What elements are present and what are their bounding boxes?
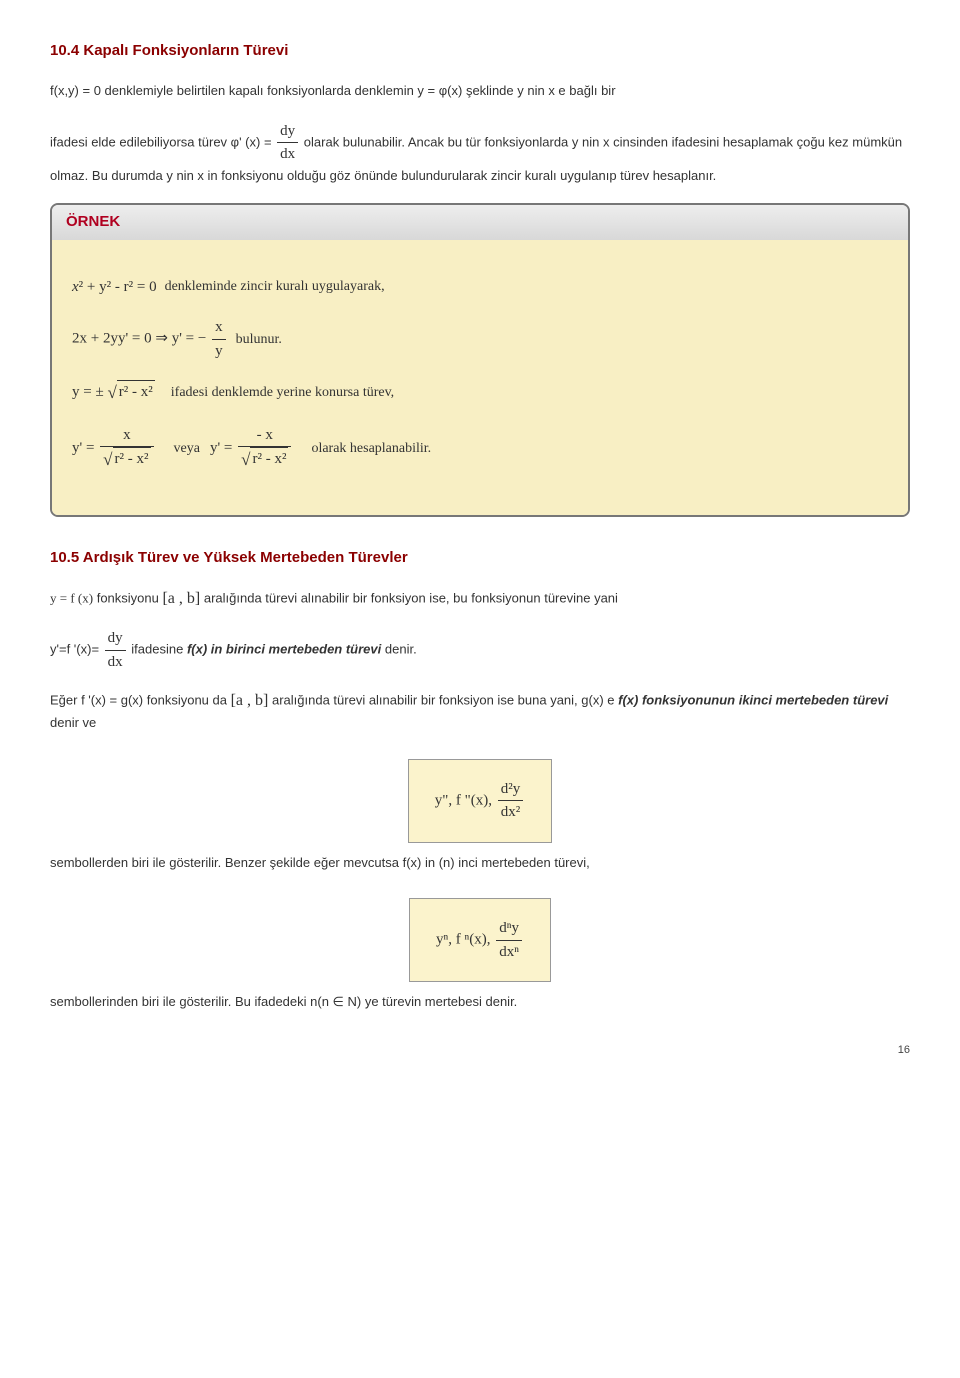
- frac-den: dxⁿ: [496, 941, 522, 964]
- frac-den: √r² - x²: [238, 447, 291, 473]
- dy-dx-frac: dy dx: [105, 627, 126, 673]
- example-box: ÖRNEK x² + y² - r² = 0 denkleminde zinci…: [50, 203, 910, 517]
- frac-den: dx: [277, 143, 298, 166]
- formula-box-1: y", f "(x), d²y dx²: [408, 759, 552, 843]
- text: y'=f '(x)=: [50, 641, 103, 656]
- eq3-math: y = ± √r² - x²: [72, 380, 155, 406]
- frac-den: dx²: [498, 801, 524, 824]
- frac-right: - x √r² - x²: [238, 424, 291, 473]
- bracket-ab: [a , b]: [231, 692, 269, 709]
- eq2-text: bulunur.: [236, 329, 282, 350]
- radical-icon: √: [107, 383, 116, 402]
- text: denir ve: [50, 715, 96, 730]
- text: aralığında türevi alınabilir bir fonksiy…: [204, 590, 618, 605]
- text: ² + y² - r² = 0: [79, 279, 157, 295]
- bracket-ab: [a , b]: [162, 590, 200, 607]
- text: Eğer f '(x) = g(x) fonksiyonu da: [50, 692, 231, 707]
- example-header: ÖRNEK: [52, 205, 908, 240]
- eq4-math-right: y' = - x √r² - x²: [210, 424, 294, 473]
- eq2-math: 2x + 2yy' = 0 ⇒ y' = − x y: [72, 316, 228, 362]
- frac-num: dy: [277, 120, 298, 144]
- yfx-math: y = f (x): [50, 590, 93, 605]
- section-1-title: 10.4 Kapalı Fonksiyonların Türevi: [50, 40, 910, 63]
- text: y = ±: [72, 384, 107, 400]
- page-number: 16: [50, 1042, 910, 1059]
- text: f(x,y) = 0 denklemiyle belirtilen kapalı…: [50, 83, 616, 98]
- box2-text: yⁿ, f ⁿ(x),: [436, 931, 494, 947]
- frac-num: x: [212, 316, 226, 340]
- text: ifadesine: [131, 641, 187, 656]
- section-2-p1: y = f (x) fonksiyonu [a , b] aralığında …: [50, 587, 910, 611]
- eq4-mid: veya: [174, 438, 200, 459]
- frac-den: √r² - x²: [100, 447, 153, 473]
- example-row-4: y' = x √r² - x² veya y' = - x √r² - x² o…: [72, 424, 888, 473]
- sqrt-expr: r² - x²: [117, 380, 155, 404]
- in-symbol: ∈: [333, 994, 344, 1009]
- example-row-2: 2x + 2yy' = 0 ⇒ y' = − x y bulunur.: [72, 316, 888, 362]
- text: x: [72, 279, 79, 295]
- bold-text: f(x) fonksiyonunun ikinci mertebeden tür…: [618, 692, 888, 707]
- section-2-title: 10.5 Ardışık Türev ve Yüksek Mertebeden …: [50, 547, 910, 570]
- text: aralığında türevi alınabilir bir fonksiy…: [272, 692, 618, 707]
- text: N) ye türevin mertebesi denir.: [348, 994, 518, 1009]
- text: y' =: [72, 439, 98, 455]
- text: ifadesi elde edilebiliyorsa türev φ' (x)…: [50, 134, 275, 149]
- box1-text: y", f "(x),: [435, 792, 496, 808]
- text: 2x + 2yy' = 0 ⇒ y' = −: [72, 330, 210, 346]
- formula-box-1-wrap: y", f "(x), d²y dx²: [50, 749, 910, 853]
- frac-num: d²y: [498, 778, 524, 802]
- text: sembollerinden biri ile gösterilir. Bu i…: [50, 994, 333, 1009]
- example-body: x² + y² - r² = 0 denkleminde zincir kura…: [52, 240, 908, 515]
- text: y' =: [210, 439, 236, 455]
- text: denir.: [385, 641, 417, 656]
- text: fonksiyonu: [97, 590, 163, 605]
- frac-den: y: [212, 340, 226, 363]
- eq1-math: x² + y² - r² = 0: [72, 276, 157, 299]
- frac-num: x: [100, 424, 153, 448]
- section-2-p4: sembollerden biri ile gösterilir. Benzer…: [50, 853, 910, 873]
- example-title: ÖRNEK: [66, 213, 120, 230]
- dny-dxn-frac: dⁿy dxⁿ: [496, 917, 522, 963]
- section-2-p3: Eğer f '(x) = g(x) fonksiyonu da [a , b]…: [50, 689, 910, 733]
- sqrt-expr: r² - x²: [250, 447, 288, 471]
- eq1-text: denkleminde zincir kuralı uygulayarak,: [165, 276, 385, 297]
- eq4-math-left: y' = x √r² - x²: [72, 424, 156, 473]
- sqrt-expr: r² - x²: [113, 447, 151, 471]
- x-y-frac: x y: [212, 316, 226, 362]
- section-2-p5: sembollerinden biri ile gösterilir. Bu i…: [50, 992, 910, 1012]
- eq4-text: olarak hesaplanabilir.: [311, 438, 431, 459]
- eq3-text: ifadesi denklemde yerine konursa türev,: [171, 382, 394, 403]
- example-row-1: x² + y² - r² = 0 denkleminde zincir kura…: [72, 276, 888, 299]
- example-row-3: y = ± √r² - x² ifadesi denklemde yerine …: [72, 380, 888, 406]
- frac-den: dx: [105, 651, 126, 674]
- d2y-dx2-frac: d²y dx²: [498, 778, 524, 824]
- frac-num: dy: [105, 627, 126, 651]
- frac-num: dⁿy: [496, 917, 522, 941]
- section-1-para: f(x,y) = 0 denklemiyle belirtilen kapalı…: [50, 81, 910, 186]
- frac-left: x √r² - x²: [100, 424, 153, 473]
- section-2-p2: y'=f '(x)= dy dx ifadesine f(x) in birin…: [50, 627, 910, 673]
- bold-text: f(x) in birinci mertebeden türevi: [187, 641, 381, 656]
- formula-box-2-wrap: yⁿ, f ⁿ(x), dⁿy dxⁿ: [50, 888, 910, 992]
- formula-box-2: yⁿ, f ⁿ(x), dⁿy dxⁿ: [409, 898, 551, 982]
- dy-dx-frac: dy dx: [277, 120, 298, 166]
- frac-num: - x: [238, 424, 291, 448]
